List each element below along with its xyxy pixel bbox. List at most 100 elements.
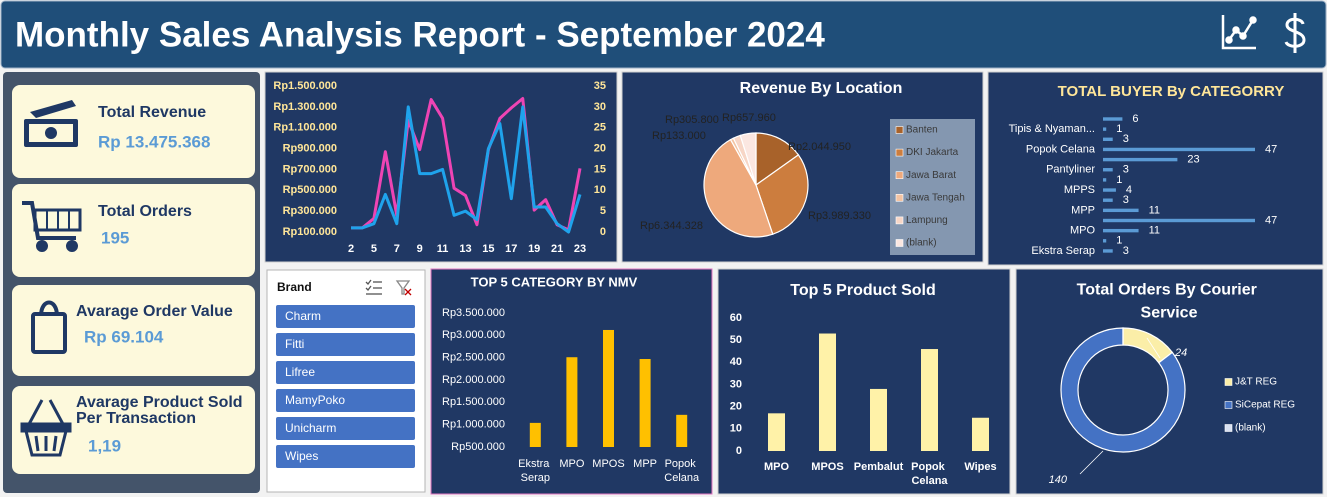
legend-label: Jawa Tengah (906, 192, 965, 203)
y2-tick-label: 0 (600, 226, 606, 238)
data-label: 3 (1123, 245, 1129, 257)
data-label: 11 (1149, 225, 1160, 237)
bar (639, 359, 651, 447)
slicer-item[interactable]: Lifree (285, 365, 315, 379)
bar (870, 388, 887, 451)
x-tick-label: MPP (633, 458, 657, 470)
slicer-item[interactable]: Fitti (285, 337, 304, 351)
legend-label: (blank) (906, 238, 937, 249)
y-tick-label: Rp1.300.000 (273, 101, 337, 113)
bar (819, 333, 836, 451)
kpi-value: 1,19 (88, 436, 121, 455)
category-label: Ekstra Serap (1031, 245, 1095, 257)
bar (1103, 168, 1113, 172)
legend-label: J&T REG (1235, 377, 1277, 388)
x-tick-label: MPO (559, 458, 585, 470)
category-label: Tipis & Nyaman... (1009, 123, 1095, 135)
kpi-card (12, 85, 255, 178)
bar (1103, 188, 1116, 192)
kpi-value: Rp 13.475.368 (98, 132, 210, 151)
data-label: Rp3.989.330 (808, 210, 871, 222)
y-tick-label: Rp500.000 (451, 441, 505, 453)
y-tick-label: Rp900.000 (283, 142, 337, 154)
bar (676, 414, 688, 447)
slicer-button[interactable] (276, 445, 415, 468)
header-title: Monthly Sales Analysis Report - Septembe… (15, 15, 825, 54)
legend-label: SiCepat REG (1235, 400, 1295, 411)
legend-swatch (895, 194, 904, 202)
kpi-card (12, 386, 255, 474)
bag-icon (31, 300, 67, 354)
chart-icon (1221, 15, 1257, 50)
bar (1103, 147, 1255, 152)
y-tick-label: Rp1.100.000 (273, 122, 337, 134)
kpi-label: Total Orders (98, 203, 192, 220)
kpi-value: 195 (101, 228, 129, 247)
data-label: 140 (1049, 474, 1068, 486)
kpi-label: Avarage Product Sold Per Transaction (76, 394, 247, 427)
leader-line (1146, 337, 1161, 359)
data-label: 4 (1126, 184, 1132, 196)
x-tick-label: 5 (371, 243, 377, 255)
data-label: Rp657.960 (722, 112, 776, 124)
bar (972, 417, 989, 451)
header-bar (0, 0, 1327, 69)
data-label: Rp133.000 (652, 130, 706, 142)
bar (1103, 157, 1178, 162)
line-series (351, 97, 582, 232)
chart-title: TOTAL BUYER By CATEGORRY (1058, 83, 1285, 100)
y-tick-label: 40 (730, 356, 742, 368)
x-tick-label: MPOS (811, 461, 843, 473)
x-tick-label: 17 (505, 243, 517, 255)
slicer-button[interactable] (276, 305, 415, 328)
y2-tick-label: 30 (594, 101, 606, 113)
data-label: 3 (1123, 133, 1129, 145)
clear-filter-icon[interactable] (395, 280, 412, 296)
slicer-button[interactable] (276, 389, 415, 412)
slicer-item[interactable]: Charm (285, 309, 321, 323)
data-label: Rp305.800 (665, 114, 719, 126)
cart-icon (22, 201, 82, 252)
slicer-item[interactable]: Unicharm (285, 421, 336, 435)
slicer-title: Brand (277, 280, 312, 294)
multi-select-icon[interactable] (365, 279, 382, 295)
line-series (351, 105, 582, 234)
y2-tick-label: 35 (594, 80, 606, 92)
x-tick-label: Popok Celana (911, 461, 948, 487)
panel (264, 71, 618, 263)
slicer-item[interactable]: MamyPoko (285, 393, 345, 407)
y-tick-label: 30 (730, 378, 742, 390)
y-tick-label: Rp2.000.000 (442, 374, 505, 386)
slicer-item[interactable]: Wipes (285, 449, 318, 463)
x-tick-label: 15 (482, 243, 494, 255)
bar (1103, 117, 1123, 121)
slicer-button[interactable] (276, 417, 415, 440)
data-label: 11 (1149, 204, 1160, 216)
y-tick-label: Rp1.500.000 (442, 396, 505, 408)
legend-swatch (895, 216, 904, 225)
pie-slice (703, 138, 774, 238)
slicer-button[interactable] (276, 361, 415, 384)
kpi-value: Rp 69.104 (84, 327, 164, 346)
data-label: 3 (1123, 194, 1129, 206)
data-label: 1 (1116, 123, 1122, 135)
bar (529, 422, 541, 447)
data-label: Rp2.044.950 (788, 141, 851, 153)
bar (1103, 127, 1107, 131)
category-label: Pantyliner (1046, 164, 1095, 176)
chart-title: Revenue By Location (740, 80, 903, 97)
bar (1103, 178, 1107, 182)
donut-slice (1060, 327, 1186, 453)
chart-title: TOP 5 CATEGORY BY NMV (471, 274, 638, 289)
slicer-button[interactable] (276, 333, 415, 356)
legend-swatch (895, 148, 904, 157)
y-tick-label: Rp700.000 (283, 163, 337, 175)
legend-label: (blank) (1235, 423, 1266, 434)
y-tick-label: Rp3.500.000 (442, 307, 505, 319)
x-tick-label: 13 (459, 243, 471, 255)
y-tick-label: 20 (730, 401, 742, 413)
y-tick-label: 60 (730, 312, 742, 324)
bar (566, 357, 578, 447)
bar (1103, 137, 1113, 141)
